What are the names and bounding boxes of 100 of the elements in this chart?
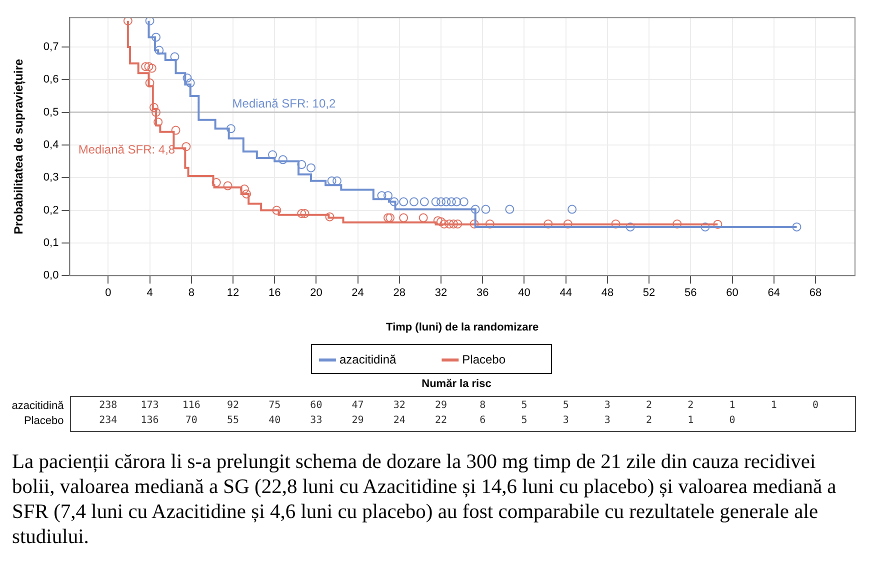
y-tick-label: 0,2 — [43, 204, 59, 216]
point — [431, 197, 440, 206]
point — [446, 197, 456, 206]
point — [300, 209, 310, 218]
y-tick-label: 0,4 — [43, 139, 59, 151]
point — [399, 197, 408, 206]
y-tick-label: 0,7 — [43, 41, 59, 54]
point — [212, 178, 221, 188]
point — [470, 204, 480, 214]
point — [626, 222, 635, 232]
point — [390, 197, 399, 206]
point — [144, 62, 154, 72]
x-tick-label: 4 — [146, 287, 153, 300]
text: azacitidină — [12, 400, 64, 412]
point — [297, 160, 306, 170]
point — [470, 220, 479, 228]
point — [182, 74, 192, 83]
point — [449, 220, 458, 228]
point — [436, 217, 446, 226]
point — [433, 216, 442, 226]
point — [792, 222, 802, 232]
point — [141, 62, 150, 72]
point — [420, 197, 429, 206]
point — [485, 220, 494, 228]
x-tick-label: 16 — [268, 287, 281, 300]
point — [152, 32, 161, 42]
text: Număr la risc — [420, 378, 492, 390]
point — [332, 176, 342, 186]
x-tick-label: 44 — [560, 287, 572, 300]
text: 234 136 70 55 40 33 29 24 22 6 5 3 3 2 1 0 — [99, 415, 736, 426]
legend-label: azacitidină — [339, 352, 432, 366]
point — [700, 222, 710, 232]
point — [418, 213, 428, 222]
x-tick-label: 52 — [642, 287, 656, 300]
y-tick-label: 0,1 — [43, 236, 59, 249]
x-tick-label: 48 — [601, 287, 614, 300]
x-tick-label: 32 — [434, 287, 448, 300]
point — [240, 184, 249, 194]
x-tick-label: 12 — [226, 287, 240, 300]
text: La pacienții cărora li s-a prelungit schema de dozare la 300 mg timp de 21 zile din cauza recidivei bolii, valoarea mediană a SG (22,8 luni cu Azacitidine și 14,6 luni cu placebo) și valoarea mediană a SFR (7,4 luni cu Azacitidine și 4,6 luni cu placebo) au fost comparabile cu rezultatele generale ale studiului. — [12, 450, 838, 550]
point — [226, 124, 236, 134]
y-tick-label: 0,3 — [43, 172, 59, 184]
point — [459, 197, 468, 206]
point — [272, 206, 282, 215]
x-tick-label: 28 — [393, 287, 406, 300]
point — [611, 220, 620, 228]
point — [399, 213, 408, 222]
point — [147, 64, 156, 73]
point — [672, 220, 682, 228]
point — [154, 118, 163, 127]
point — [145, 78, 154, 88]
point — [383, 191, 392, 200]
point — [440, 220, 449, 228]
text: Placebo — [24, 415, 64, 427]
point — [713, 220, 722, 229]
x-tick-label: 40 — [518, 287, 530, 300]
x-tick-label: 8 — [188, 287, 194, 300]
point — [123, 18, 132, 26]
x-tick-label: 36 — [476, 287, 489, 300]
x-axis-title: Timp (luni) de la randomizare — [386, 321, 539, 334]
point — [452, 197, 462, 206]
y-tick-label: 0,5 — [43, 106, 59, 118]
point — [383, 213, 392, 222]
point — [268, 150, 278, 160]
legend-label: Placebo — [462, 352, 542, 366]
point — [409, 197, 418, 206]
point — [327, 176, 336, 186]
point — [436, 197, 446, 206]
point — [278, 155, 288, 164]
x-tick-label: 56 — [684, 287, 697, 300]
text: 238 173 116 92 75 60 47 32 29 8 5 5 3 2 2 1 1 0 — [99, 400, 818, 411]
point — [297, 209, 306, 218]
point — [186, 78, 195, 88]
point — [453, 220, 462, 228]
point — [170, 52, 180, 62]
x-tick-label: 0 — [105, 287, 112, 300]
annotation: Mediană SFR: 10,2 — [232, 96, 336, 111]
point — [154, 46, 164, 55]
point — [306, 163, 316, 172]
x-tick-label: 20 — [310, 287, 322, 300]
point — [444, 220, 454, 228]
point — [505, 204, 514, 214]
x-tick-label: 60 — [726, 287, 738, 300]
point — [386, 213, 395, 222]
point — [481, 204, 490, 214]
point — [325, 212, 334, 222]
point — [442, 197, 451, 206]
x-tick-label: 24 — [352, 287, 364, 300]
point — [182, 142, 191, 152]
point — [563, 220, 572, 228]
x-tick-label: 64 — [768, 287, 780, 300]
y-tick-label: 0,6 — [43, 74, 59, 86]
point — [223, 181, 232, 190]
x-tick-label: 68 — [809, 287, 822, 300]
point — [171, 126, 180, 135]
point — [544, 220, 553, 228]
y-axis-title: Probabilitatea de supraviețuire — [12, 58, 26, 234]
y-tick-label: 0,0 — [43, 270, 59, 282]
point — [568, 204, 577, 214]
point — [149, 102, 158, 112]
